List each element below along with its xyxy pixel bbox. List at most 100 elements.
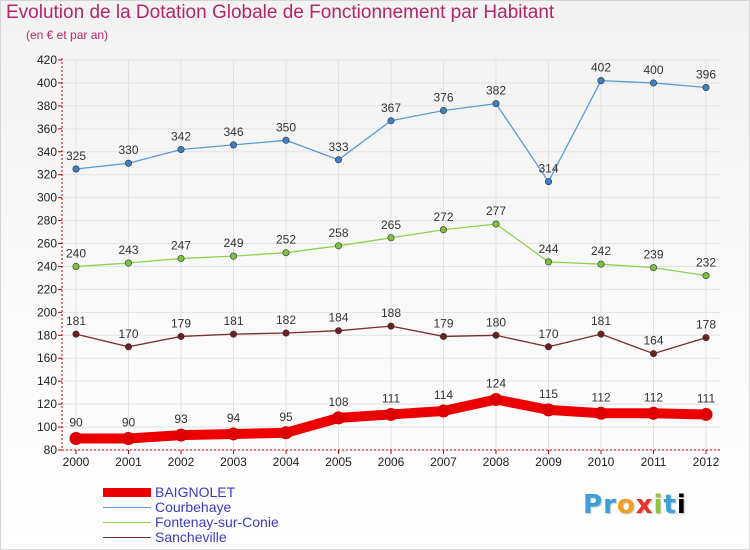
data-point: [649, 79, 657, 87]
y-tick-label: 320: [37, 168, 57, 182]
data-label: 396: [696, 68, 716, 82]
legend-label: Sancheville: [155, 529, 227, 545]
data-point: [282, 136, 290, 144]
y-tick-label: 200: [37, 305, 57, 319]
data-label: 258: [328, 226, 348, 240]
data-point: [699, 407, 713, 421]
data-point: [702, 84, 710, 92]
legend-item: Fontenay-sur-Conie: [103, 515, 363, 530]
y-tick-label: 100: [37, 420, 57, 434]
data-point: [597, 77, 605, 85]
x-tick-label: 2008: [483, 455, 510, 469]
y-tick-label: 340: [37, 145, 57, 159]
x-tick-label: 2011: [641, 455, 667, 469]
data-label: 93: [174, 412, 188, 426]
data-point: [230, 330, 238, 338]
x-tick-label: 2005: [325, 455, 352, 469]
data-label: 247: [171, 238, 191, 252]
legend-item: BAIGNOLET: [103, 485, 363, 500]
x-tick-label: 2010: [588, 455, 615, 469]
y-tick-label: 400: [37, 76, 57, 90]
x-tick-label: 2007: [430, 455, 457, 469]
data-label: 265: [381, 218, 401, 232]
data-point: [227, 427, 240, 441]
data-label: 342: [171, 129, 191, 143]
data-point: [334, 156, 342, 164]
x-tick-label: 2003: [220, 455, 247, 469]
data-label: 124: [486, 377, 506, 391]
data-label: 325: [66, 149, 86, 163]
data-label: 179: [433, 316, 453, 330]
data-label: 170: [538, 327, 558, 341]
data-label: 277: [486, 204, 506, 218]
data-point: [544, 258, 552, 266]
data-label: 178: [696, 318, 716, 332]
data-point: [334, 327, 342, 335]
data-point: [649, 264, 657, 272]
data-label: 314: [538, 162, 558, 176]
data-point: [125, 159, 133, 167]
y-tick-label: 300: [37, 191, 57, 205]
data-label: 376: [433, 90, 453, 104]
legend-swatch: [103, 536, 151, 539]
data-point: [72, 165, 80, 173]
data-point: [647, 406, 660, 420]
data-point: [594, 406, 608, 420]
data-point: [177, 254, 185, 262]
data-point: [544, 178, 552, 186]
data-point: [177, 145, 185, 153]
y-tick-label: 120: [37, 397, 57, 411]
data-label: 181: [591, 314, 611, 328]
legend-item: Sancheville: [103, 530, 363, 545]
data-point: [279, 426, 293, 440]
data-label: 164: [643, 334, 663, 348]
data-label: 111: [382, 391, 401, 405]
legend: BAIGNOLET Courbehaye Fontenay-sur-Conie San…: [103, 485, 363, 545]
data-point: [125, 259, 133, 267]
data-point: [492, 331, 500, 339]
data-label: 350: [276, 120, 296, 134]
data-label: 402: [591, 61, 611, 75]
data-point: [387, 234, 395, 242]
x-tick-label: 2004: [273, 455, 300, 469]
data-label: 181: [66, 314, 86, 328]
x-tick-label: 2012: [693, 455, 720, 469]
data-point: [597, 330, 605, 338]
data-point: [230, 141, 238, 149]
data-point: [122, 432, 135, 446]
data-label: 242: [591, 244, 611, 258]
y-tick-label: 180: [37, 328, 57, 342]
data-label: 108: [328, 395, 348, 409]
legend-label: Fontenay-sur-Conie: [155, 514, 279, 530]
data-label: 90: [122, 416, 136, 430]
data-point: [492, 100, 500, 108]
data-point: [439, 106, 447, 114]
data-label: 244: [538, 242, 558, 256]
data-point: [387, 322, 395, 330]
data-label: 330: [118, 143, 138, 157]
y-tick-label: 260: [37, 237, 57, 251]
data-point: [230, 252, 238, 260]
data-label: 188: [381, 306, 401, 320]
data-point: [174, 428, 188, 442]
data-label: 180: [486, 315, 506, 329]
data-point: [702, 272, 710, 280]
y-tick-label: 280: [37, 214, 57, 228]
data-label: 239: [643, 248, 663, 262]
data-point: [492, 220, 500, 228]
data-point: [439, 332, 447, 340]
data-label: 333: [328, 140, 348, 154]
data-label: 95: [279, 410, 293, 424]
x-tick-label: 2009: [535, 455, 562, 469]
y-tick-label: 80: [44, 443, 58, 457]
data-label: 367: [381, 101, 401, 115]
data-label: 114: [434, 388, 453, 402]
data-label: 243: [118, 243, 138, 257]
data-label: 240: [66, 246, 86, 260]
data-point: [332, 411, 345, 425]
data-label: 94: [227, 411, 241, 425]
x-tick-label: 2001: [115, 455, 142, 469]
data-label: 179: [171, 316, 191, 330]
data-point: [72, 330, 80, 338]
data-label: 232: [696, 256, 716, 270]
